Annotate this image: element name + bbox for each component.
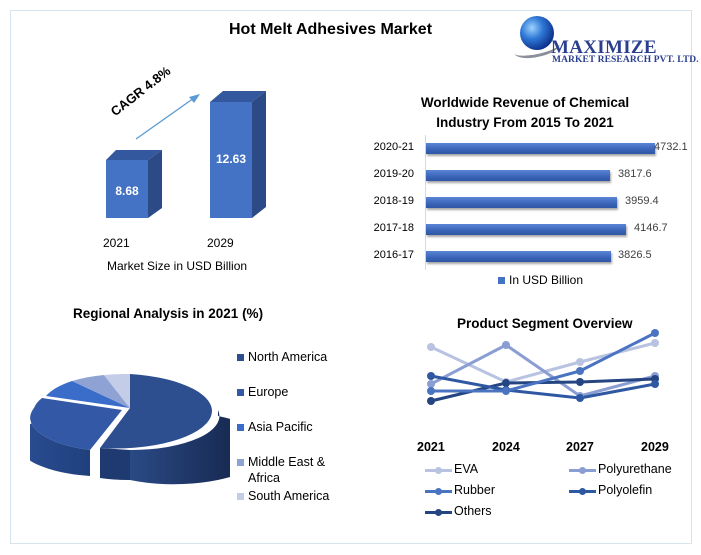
regional-chart-title: Regional Analysis in 2021 (%) <box>73 306 264 321</box>
bar-2029: 12.63 <box>210 91 266 218</box>
legend-swatch-icon <box>237 493 244 500</box>
y-tick: 2017-18 <box>373 222 414 234</box>
market-size-x-label: Market Size in USD Billion <box>107 259 248 273</box>
legend-label: North America <box>248 350 328 364</box>
legend-label: South America <box>248 489 330 503</box>
x-tick-2029: 2029 <box>207 236 234 250</box>
x-tick: 2024 <box>492 440 520 454</box>
line-polyolefin <box>430 374 656 400</box>
revenue-title-line-1: Worldwide Revenue of Chemical <box>420 95 630 110</box>
globe-icon <box>520 16 554 50</box>
legend-swatch-icon <box>237 389 244 396</box>
legend-label: In USD Billion <box>509 273 584 287</box>
hbar-2019-20 <box>426 170 610 181</box>
y-tick: 2019-20 <box>373 168 414 180</box>
line-polyurethane <box>430 343 656 398</box>
line-rubber <box>431 331 656 393</box>
bar-2021: 8.68 <box>106 150 162 218</box>
logo-subtitle: MARKET RESEARCH PVT. LTD. <box>552 55 699 65</box>
revenue-title-line-2: Industry From 2015 To 2021 <box>436 115 614 130</box>
legend-marker-icon <box>579 467 586 474</box>
y-tick: 2018-19 <box>373 195 414 207</box>
legend-marker-icon <box>435 467 442 474</box>
hbar-value: 4732.1 <box>654 141 688 153</box>
hbar-value: 4146.7 <box>634 222 668 234</box>
hbar-value: 3826.5 <box>618 249 652 261</box>
logo-name: MAXIMIZE <box>551 37 657 58</box>
hbar-2018-19 <box>426 197 617 208</box>
y-tick: 2016-17 <box>373 249 414 261</box>
legend-label: Rubber <box>454 483 495 497</box>
legend-label: Polyurethane <box>598 462 672 476</box>
legend-label: Polyolefin <box>598 483 653 497</box>
legend-label: Asia Pacific <box>248 420 313 434</box>
legend-swatch-icon <box>498 277 505 285</box>
legend-marker-icon <box>435 509 442 516</box>
legend-label: Europe <box>248 385 289 399</box>
hbar-value: 3817.6 <box>618 168 652 180</box>
legend-label: Africa <box>248 471 280 485</box>
x-tick: 2029 <box>641 440 669 454</box>
hbar-2016-17 <box>426 251 611 262</box>
x-tick: 2027 <box>566 440 594 454</box>
legend-label: Middle East & <box>248 455 326 469</box>
y-axis-line <box>425 135 426 270</box>
revenue-chart-title: Worldwide Revenue of Chemical Industry F… <box>380 93 670 133</box>
hbar-value: 3959.4 <box>625 195 659 207</box>
legend-label: EVA <box>454 462 479 476</box>
x-tick-2021: 2021 <box>103 236 130 250</box>
pie-3d <box>30 373 230 485</box>
legend-swatch-icon <box>237 424 244 431</box>
page-title: Hot Melt Adhesives Market <box>229 21 433 38</box>
legend-swatch-icon <box>237 459 244 466</box>
hbar-2020-21 <box>426 143 655 154</box>
legend-marker-icon <box>435 488 442 495</box>
hbar-2017-18 <box>426 224 626 235</box>
bar-value-2029: 12.63 <box>215 152 247 166</box>
bar-value-2021: 8.68 <box>115 184 139 198</box>
product-chart-title: Product Segment Overview <box>457 316 633 331</box>
x-tick: 2021 <box>417 440 445 454</box>
legend-swatch-icon <box>237 354 244 361</box>
legend-label: Others <box>454 504 492 518</box>
y-tick: 2020-21 <box>373 141 414 153</box>
legend-marker-icon <box>579 488 586 495</box>
cagr-arrow-icon <box>135 94 200 140</box>
revenue-legend: In USD Billion <box>498 273 583 287</box>
